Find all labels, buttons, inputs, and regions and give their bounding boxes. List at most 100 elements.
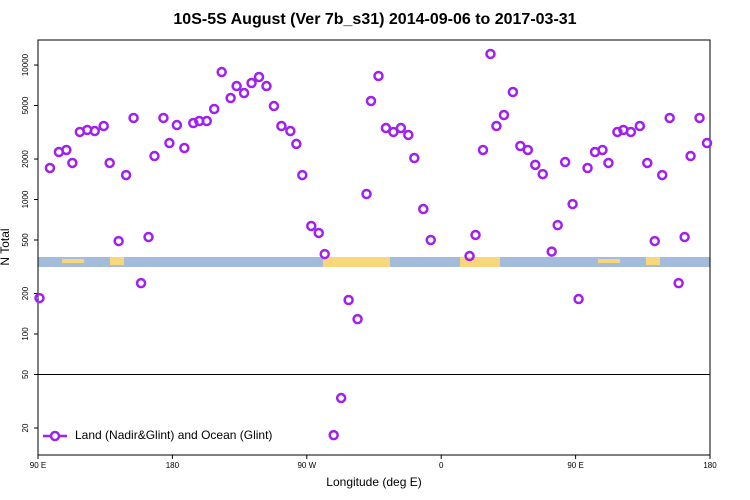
point <box>171 119 183 131</box>
point <box>485 48 496 60</box>
point <box>231 80 242 92</box>
x-tick-label: 0 <box>439 461 444 470</box>
point <box>135 277 147 289</box>
point <box>67 157 78 169</box>
point <box>34 292 45 304</box>
point <box>552 219 563 231</box>
point <box>395 122 407 134</box>
point <box>361 188 372 200</box>
point <box>276 120 287 132</box>
point <box>268 100 280 112</box>
point <box>656 169 668 181</box>
y-tick-label: 20 <box>21 423 30 432</box>
point <box>149 150 160 162</box>
y-tick-label: 2000 <box>21 150 30 168</box>
point <box>634 120 646 132</box>
point <box>61 144 72 156</box>
point <box>373 70 384 82</box>
point <box>409 152 420 164</box>
point <box>113 235 124 247</box>
point <box>701 137 713 149</box>
point <box>188 117 199 129</box>
y-tick-label: 1000 <box>21 190 30 208</box>
point <box>313 227 324 239</box>
point <box>261 80 272 92</box>
y-tick-label: 5000 <box>21 96 30 114</box>
point <box>403 129 414 141</box>
point <box>328 429 339 441</box>
point <box>649 235 660 247</box>
point <box>546 246 557 257</box>
point <box>158 112 169 124</box>
point <box>89 125 100 137</box>
point <box>625 126 637 138</box>
point <box>477 144 489 156</box>
point <box>208 103 220 115</box>
point <box>515 140 526 152</box>
x-tick-label: 90 E <box>567 461 583 470</box>
point <box>352 313 363 325</box>
point <box>559 156 571 168</box>
legend-label: Land (Nadir&Glint) and Ocean (Glint) <box>75 428 272 442</box>
point <box>664 112 675 124</box>
point <box>491 120 502 132</box>
point <box>225 92 236 104</box>
y-tick-label: 200 <box>21 286 30 300</box>
point <box>673 277 684 289</box>
x-tick-label: 180 <box>166 461 180 470</box>
point <box>685 150 696 162</box>
point <box>507 86 519 98</box>
point <box>98 120 109 132</box>
y-tick-label: 500 <box>21 233 30 247</box>
legend-marker <box>49 430 61 442</box>
point <box>297 169 308 181</box>
point <box>365 95 377 107</box>
point <box>253 71 265 83</box>
point <box>603 157 614 169</box>
point <box>582 162 593 174</box>
point <box>44 162 56 174</box>
point <box>285 125 296 137</box>
y-tick-label: 10000 <box>21 53 30 76</box>
point <box>522 144 534 156</box>
point <box>238 87 250 99</box>
point <box>597 144 608 156</box>
point <box>216 66 227 78</box>
plot-frame <box>37 39 711 456</box>
point <box>164 137 175 149</box>
chart-title: 10S-5S August (Ver 7b_s31) 2014-09-06 to… <box>173 11 576 28</box>
y-tick-label: 50 <box>21 369 30 378</box>
point <box>679 231 690 243</box>
point <box>612 126 623 138</box>
point <box>143 231 154 243</box>
point <box>120 169 132 181</box>
point <box>201 115 212 127</box>
point <box>530 159 541 171</box>
point <box>291 138 302 150</box>
x-axis-label: Longitude (deg E) <box>326 475 421 489</box>
point <box>567 198 578 210</box>
point <box>418 203 429 215</box>
point <box>425 234 436 246</box>
point <box>179 142 190 154</box>
map-band <box>38 257 710 267</box>
point <box>246 77 257 89</box>
point <box>306 220 317 232</box>
point <box>694 112 705 124</box>
x-tick-label: 90 E <box>30 461 46 470</box>
y-axis-label: N Total <box>0 228 12 265</box>
x-tick-label: 90 W <box>297 461 316 470</box>
point <box>470 229 481 241</box>
point <box>573 293 584 305</box>
point <box>642 157 653 169</box>
point <box>319 248 330 260</box>
point <box>128 112 139 124</box>
y-tick-label: 100 <box>21 327 30 341</box>
point <box>104 157 115 169</box>
point <box>464 250 475 262</box>
point <box>335 392 347 404</box>
point <box>498 109 510 121</box>
x-tick-label: 180 <box>703 461 717 470</box>
point <box>537 168 548 180</box>
